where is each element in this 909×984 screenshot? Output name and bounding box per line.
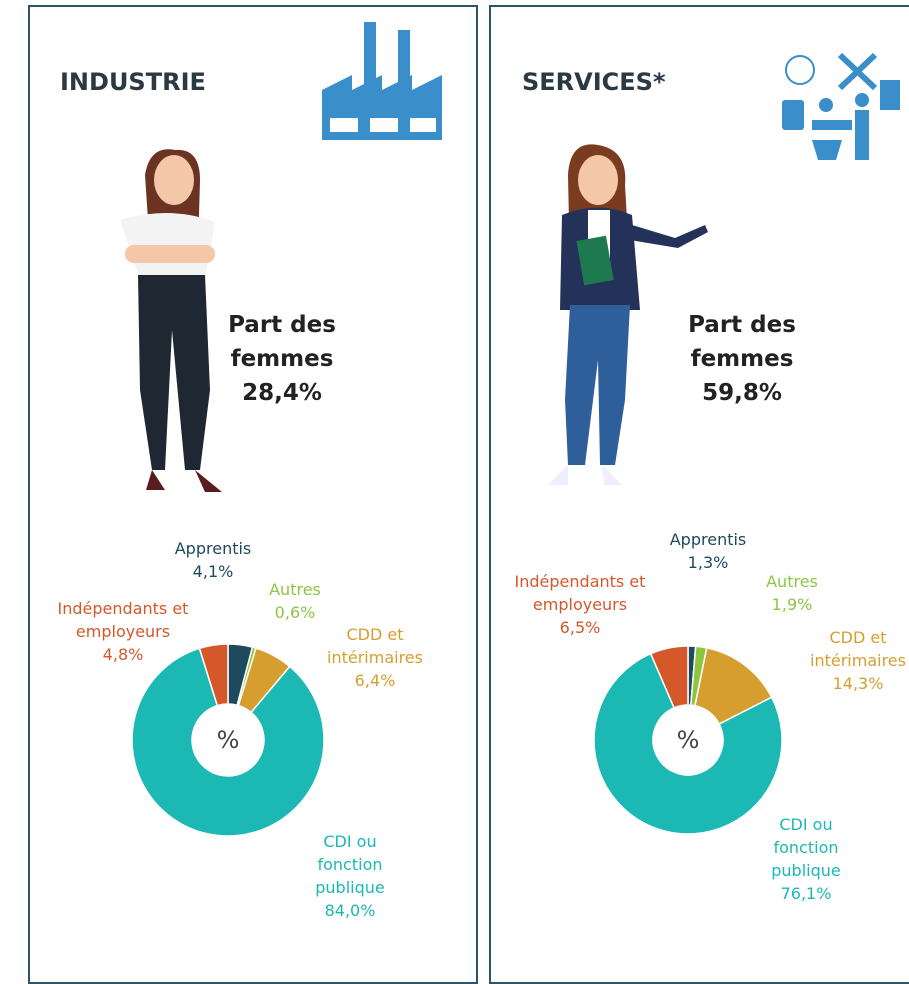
- value-label: 76,1%: [780, 884, 832, 903]
- slice-label: Indépendants et employeurs 6,5%: [510, 570, 650, 639]
- share-text: Part des femmes 28,4%: [212, 308, 352, 410]
- category-label: Indépendants et employeurs: [514, 572, 646, 614]
- slice-label: CDI ou fonction publique 76,1%: [761, 813, 851, 905]
- category-label: Autres: [766, 572, 818, 591]
- annotation: Part des femmes: [688, 312, 796, 372]
- category-label: CDI ou fonction publique: [771, 815, 841, 880]
- value-label: 4,1%: [192, 562, 234, 581]
- factory-icon: [322, 22, 442, 140]
- chart-title: INDUSTRIE: [60, 68, 206, 96]
- donut-hole: [193, 705, 263, 775]
- slice-label: CDD et intérimaires 6,4%: [320, 623, 430, 692]
- value-label: 0,6%: [274, 603, 316, 622]
- value-label: 84,0%: [324, 901, 376, 920]
- value-label: 1,3%: [687, 553, 729, 572]
- annotation: 28,4%: [242, 380, 322, 406]
- category-label: CDD et intérimaires: [327, 625, 423, 667]
- category-label: Apprentis: [669, 530, 747, 549]
- annotation: Part des femmes: [228, 312, 336, 372]
- slice: [131, 647, 325, 837]
- value-label: 6,4%: [354, 671, 396, 690]
- value-label: 4,8%: [102, 645, 144, 664]
- slice-label: Indépendants et employeurs 4,8%: [53, 597, 193, 666]
- value-label: 1,9%: [771, 595, 813, 614]
- donut-hole: [654, 706, 722, 774]
- slice-label: CDI ou fonction publique 84,0%: [305, 830, 395, 922]
- slice-label: Autres 1,9%: [752, 570, 832, 616]
- value-label: 6,5%: [559, 618, 601, 637]
- slice: [649, 645, 689, 709]
- slice: [198, 643, 229, 707]
- category-label: Indépendants et employeurs: [57, 599, 189, 641]
- category-label: Autres: [269, 580, 321, 599]
- woman-illustration: [120, 149, 222, 492]
- center-label: %: [217, 726, 240, 754]
- chart-title: SERVICES*: [522, 68, 666, 96]
- annotation: 59,8%: [702, 380, 782, 406]
- category-label: CDI ou fonction publique: [315, 832, 385, 897]
- slice: [593, 652, 783, 835]
- slice-label: Apprentis 1,3%: [648, 528, 768, 574]
- slice-label: CDD et intérimaires 14,3%: [803, 626, 909, 695]
- slice-label: Apprentis 4,1%: [153, 537, 273, 583]
- value-label: 14,3%: [832, 674, 884, 693]
- category-label: Apprentis: [174, 539, 252, 558]
- woman-illustration: [548, 144, 708, 485]
- share-text: Part des femmes 59,8%: [672, 308, 812, 410]
- category-label: CDD et intérimaires: [810, 628, 906, 670]
- services-icon: [782, 52, 900, 160]
- center-label: %: [677, 726, 700, 754]
- slice-label: Autres 0,6%: [255, 578, 335, 624]
